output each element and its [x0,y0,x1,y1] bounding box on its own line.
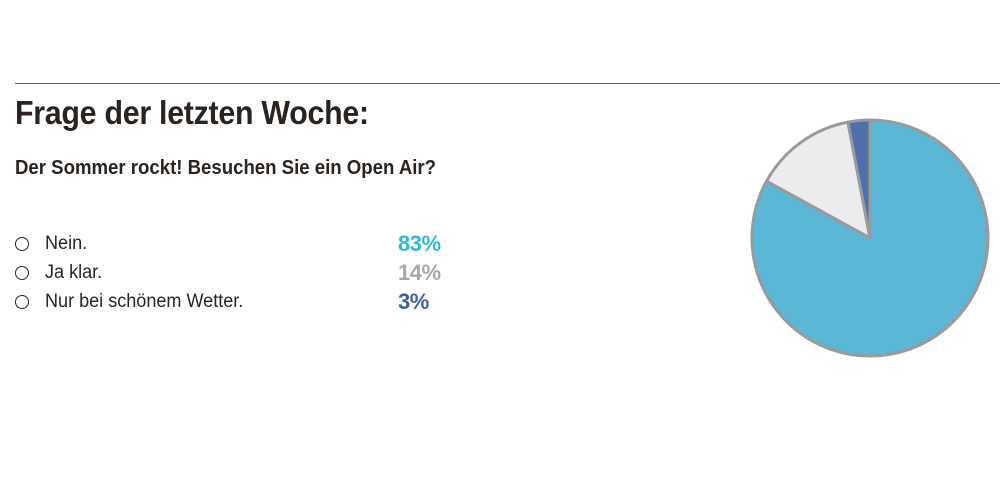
option-percentage: 3% [398,289,429,314]
poll-option-wetter[interactable]: Nur bei schönem Wetter. 3% [15,287,475,316]
radio-icon[interactable] [15,294,29,309]
poll-option-nein[interactable]: Nein. 83% [15,229,475,258]
pie-chart [750,118,990,358]
poll-option-ja-klar[interactable]: Ja klar. 14% [15,258,475,287]
option-percentage: 83% [398,231,441,256]
top-divider [15,83,1000,84]
option-label: Nein. [45,232,88,254]
option-label: Nur bei schönem Wetter. [45,290,244,312]
poll-question: Der Sommer rockt! Besuchen Sie ein Open … [15,157,437,179]
pie-slice-3 [846,118,872,240]
option-percentage: 14% [398,260,441,285]
poll-options: Nein. 83% Ja klar. 14% Nur bei schönem W… [15,229,475,316]
pie-slice-2 [765,120,872,240]
option-label: Ja klar. [45,261,103,283]
radio-icon[interactable] [15,265,29,280]
radio-icon[interactable] [15,236,29,251]
page-title: Frage der letzten Woche: [15,94,369,131]
